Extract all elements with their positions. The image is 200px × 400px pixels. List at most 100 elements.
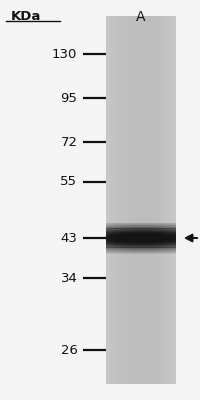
Bar bbox=[107, 249, 110, 250]
Bar bbox=[169, 16, 171, 384]
Bar bbox=[140, 227, 142, 228]
Bar bbox=[161, 231, 163, 232]
Bar bbox=[131, 225, 133, 226]
Bar bbox=[152, 241, 154, 242]
Bar bbox=[131, 226, 133, 227]
Bar bbox=[154, 228, 156, 229]
Bar bbox=[159, 226, 161, 227]
Bar bbox=[107, 251, 110, 252]
Bar bbox=[121, 245, 124, 246]
Bar bbox=[149, 251, 152, 252]
Bar bbox=[135, 248, 138, 249]
Bar bbox=[159, 231, 161, 232]
Bar bbox=[166, 247, 168, 248]
Bar bbox=[147, 232, 149, 233]
Bar bbox=[121, 225, 124, 226]
Bar bbox=[147, 252, 149, 253]
Bar bbox=[105, 235, 107, 236]
Bar bbox=[138, 229, 140, 230]
Bar bbox=[110, 233, 112, 234]
Bar bbox=[156, 250, 159, 251]
Bar bbox=[166, 229, 168, 230]
Bar bbox=[110, 252, 112, 253]
Bar bbox=[124, 242, 126, 243]
Bar bbox=[119, 241, 121, 242]
Bar bbox=[133, 238, 135, 239]
Bar bbox=[159, 227, 161, 228]
Bar bbox=[161, 249, 163, 250]
Bar bbox=[114, 225, 117, 226]
Bar bbox=[140, 236, 142, 237]
Bar bbox=[173, 247, 175, 248]
Bar bbox=[149, 237, 152, 238]
Bar bbox=[114, 232, 117, 233]
Bar bbox=[149, 226, 152, 227]
Bar bbox=[135, 227, 138, 228]
Bar bbox=[119, 244, 121, 245]
Bar bbox=[121, 223, 124, 224]
Bar bbox=[124, 248, 126, 249]
Bar bbox=[152, 245, 154, 246]
Bar bbox=[126, 247, 128, 248]
Bar bbox=[126, 242, 128, 243]
Bar bbox=[135, 233, 138, 234]
Bar bbox=[112, 250, 114, 251]
Bar bbox=[138, 248, 140, 249]
Bar bbox=[161, 239, 163, 240]
Bar bbox=[133, 229, 135, 230]
Bar bbox=[173, 225, 175, 226]
Bar bbox=[138, 226, 140, 227]
Bar bbox=[105, 228, 107, 229]
Bar bbox=[154, 244, 156, 245]
Bar bbox=[114, 244, 117, 245]
Bar bbox=[119, 240, 121, 241]
Bar bbox=[133, 230, 135, 231]
Bar bbox=[126, 228, 128, 229]
Bar bbox=[105, 236, 107, 237]
Bar bbox=[152, 249, 154, 250]
Bar bbox=[134, 16, 136, 384]
Bar bbox=[112, 243, 114, 244]
Bar bbox=[124, 226, 126, 227]
Bar bbox=[142, 223, 145, 224]
Bar bbox=[168, 245, 170, 246]
Bar bbox=[147, 236, 149, 237]
Bar bbox=[128, 239, 131, 240]
Bar bbox=[128, 230, 131, 231]
Bar bbox=[159, 223, 161, 224]
Bar bbox=[173, 252, 175, 253]
Bar bbox=[131, 231, 133, 232]
Bar bbox=[147, 253, 149, 254]
Bar bbox=[119, 224, 121, 225]
Bar bbox=[149, 234, 152, 235]
Bar bbox=[168, 242, 170, 243]
Bar bbox=[105, 237, 107, 238]
Bar bbox=[161, 223, 163, 224]
Bar bbox=[128, 250, 131, 251]
Bar bbox=[124, 236, 126, 237]
Bar bbox=[149, 243, 152, 244]
Bar bbox=[124, 249, 126, 250]
Bar bbox=[166, 253, 168, 254]
Bar bbox=[138, 247, 140, 248]
Bar bbox=[152, 235, 154, 236]
Bar bbox=[135, 246, 138, 247]
Bar bbox=[156, 226, 159, 227]
Bar bbox=[119, 247, 121, 248]
Bar bbox=[159, 239, 161, 240]
Bar bbox=[154, 226, 156, 227]
Bar bbox=[147, 229, 149, 230]
Bar bbox=[135, 246, 138, 247]
Bar bbox=[135, 250, 138, 251]
Bar bbox=[154, 242, 156, 243]
Bar bbox=[154, 238, 156, 239]
Bar bbox=[114, 228, 117, 229]
Bar bbox=[166, 235, 168, 236]
Bar bbox=[112, 242, 114, 243]
Bar bbox=[146, 16, 147, 384]
Bar bbox=[117, 253, 119, 254]
Bar bbox=[145, 229, 147, 230]
Bar bbox=[107, 227, 110, 228]
Bar bbox=[173, 237, 175, 238]
Bar bbox=[161, 229, 163, 230]
